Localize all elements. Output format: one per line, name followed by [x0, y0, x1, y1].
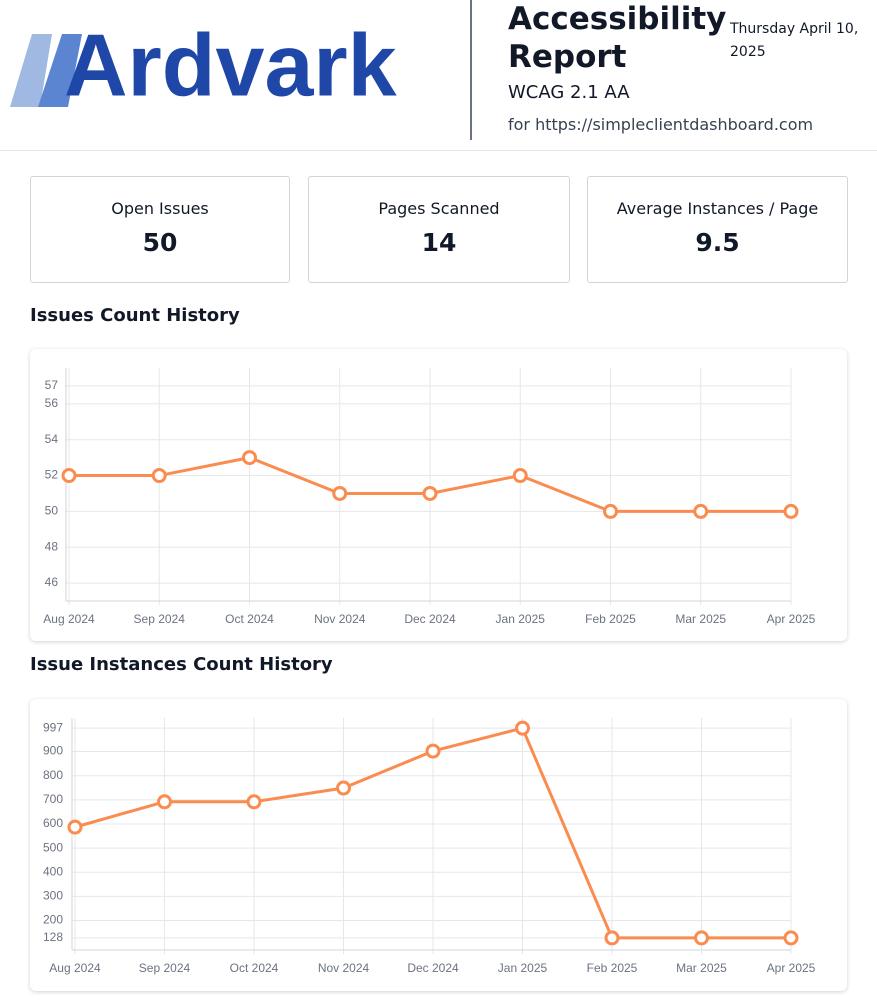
- logo: Ardvark: [10, 22, 398, 114]
- stat-card: Average Instances / Page 9.5: [587, 176, 848, 283]
- point: [242, 450, 257, 466]
- report-title: Accessibility Report: [508, 1, 727, 75]
- point: [332, 485, 348, 501]
- x-tick-label: Aug 2024: [49, 961, 101, 975]
- point: [246, 794, 262, 810]
- point: [783, 503, 799, 519]
- point: [422, 485, 438, 501]
- point: [783, 930, 799, 946]
- chart-title: Issues Count History: [30, 305, 240, 326]
- point: [151, 468, 167, 484]
- logo-text: Ardvark: [64, 22, 398, 114]
- y-tick-label: 800: [43, 768, 63, 782]
- y-tick-label: 46: [45, 575, 59, 589]
- report-date: Thursday April 10, 2025: [730, 21, 859, 60]
- point: [157, 794, 172, 810]
- chart: 46 48 50 52 54 56 57 Aug 2024 Sep 2024 Oct 2024 No…: [30, 349, 847, 641]
- point: [515, 720, 530, 736]
- y-tick-label: 700: [43, 792, 63, 806]
- x-tick-label: Feb 2025: [587, 961, 638, 975]
- stat-label: Average Instances / Page: [616, 199, 819, 218]
- y-tick-label: 57: [45, 378, 59, 392]
- chart: 128 200 300 400 500 600 700 800 900 997 Aug 2024 Se…: [30, 699, 847, 991]
- x-tick-label: Nov 2024: [318, 961, 370, 975]
- x-tick-label: Mar 2025: [675, 612, 726, 626]
- x-tick-label: Nov 2024: [314, 612, 366, 626]
- x-tick-label: Apr 2025: [767, 612, 816, 626]
- y-tick-label: 48: [45, 539, 59, 553]
- point: [694, 930, 709, 946]
- y-tick-label: 128: [43, 930, 63, 944]
- stat-value: 9.5: [695, 228, 740, 257]
- y-tick-label: 200: [43, 913, 63, 927]
- y-tick-label: 50: [45, 504, 59, 518]
- chart-title: Issue Instances Count History: [30, 654, 333, 675]
- y-tick-label: 600: [43, 816, 63, 830]
- stat-card: Pages Scanned 14: [308, 176, 570, 283]
- point: [512, 468, 528, 484]
- report-url: for https://simpleclientdashboard.com: [508, 115, 814, 134]
- stat-value: 50: [142, 228, 178, 257]
- x-tick-label: Oct 2024: [230, 961, 279, 975]
- x-tick-label: Oct 2024: [225, 612, 274, 626]
- x-tick-label: Jan 2025: [496, 612, 546, 626]
- y-tick-label: 300: [43, 889, 63, 903]
- logo-mark: [38, 34, 82, 107]
- y-tick-label: 900: [43, 744, 63, 758]
- stat-value: 14: [421, 228, 457, 257]
- y-tick-label: 500: [43, 840, 63, 854]
- point: [336, 780, 351, 796]
- point: [425, 743, 441, 759]
- x-tick-label: Dec 2024: [404, 612, 456, 626]
- y-tick-label: 52: [45, 468, 59, 482]
- x-tick-label: Dec 2024: [407, 961, 459, 975]
- stat-label: Pages Scanned: [378, 199, 500, 218]
- x-tick-label: Aug 2024: [43, 612, 95, 626]
- divider: [470, 0, 472, 140]
- header: Ardvark Accessibility Report WCAG 2.1 AA…: [0, 0, 877, 151]
- stat-label: Open Issues: [111, 199, 209, 218]
- stat-card: Open Issues 50: [30, 176, 290, 283]
- x-tick-label: Apr 2025: [767, 961, 816, 975]
- y-tick-label: 997: [43, 720, 63, 734]
- y-tick-label: 56: [45, 396, 59, 410]
- y-tick-label: 54: [45, 432, 59, 446]
- x-tick-label: Sep 2024: [139, 961, 191, 975]
- x-tick-label: Sep 2024: [134, 612, 186, 626]
- x-tick-label: Mar 2025: [676, 961, 727, 975]
- x-tick-label: Feb 2025: [585, 612, 636, 626]
- point: [603, 503, 618, 519]
- y-tick-label: 400: [43, 864, 63, 878]
- point: [604, 930, 620, 946]
- point: [67, 819, 83, 835]
- x-tick-label: Jan 2025: [498, 961, 548, 975]
- point: [61, 468, 77, 484]
- report-subtitle: WCAG 2.1 AA: [508, 82, 630, 103]
- point: [693, 503, 709, 519]
- logo-mark: [10, 34, 52, 107]
